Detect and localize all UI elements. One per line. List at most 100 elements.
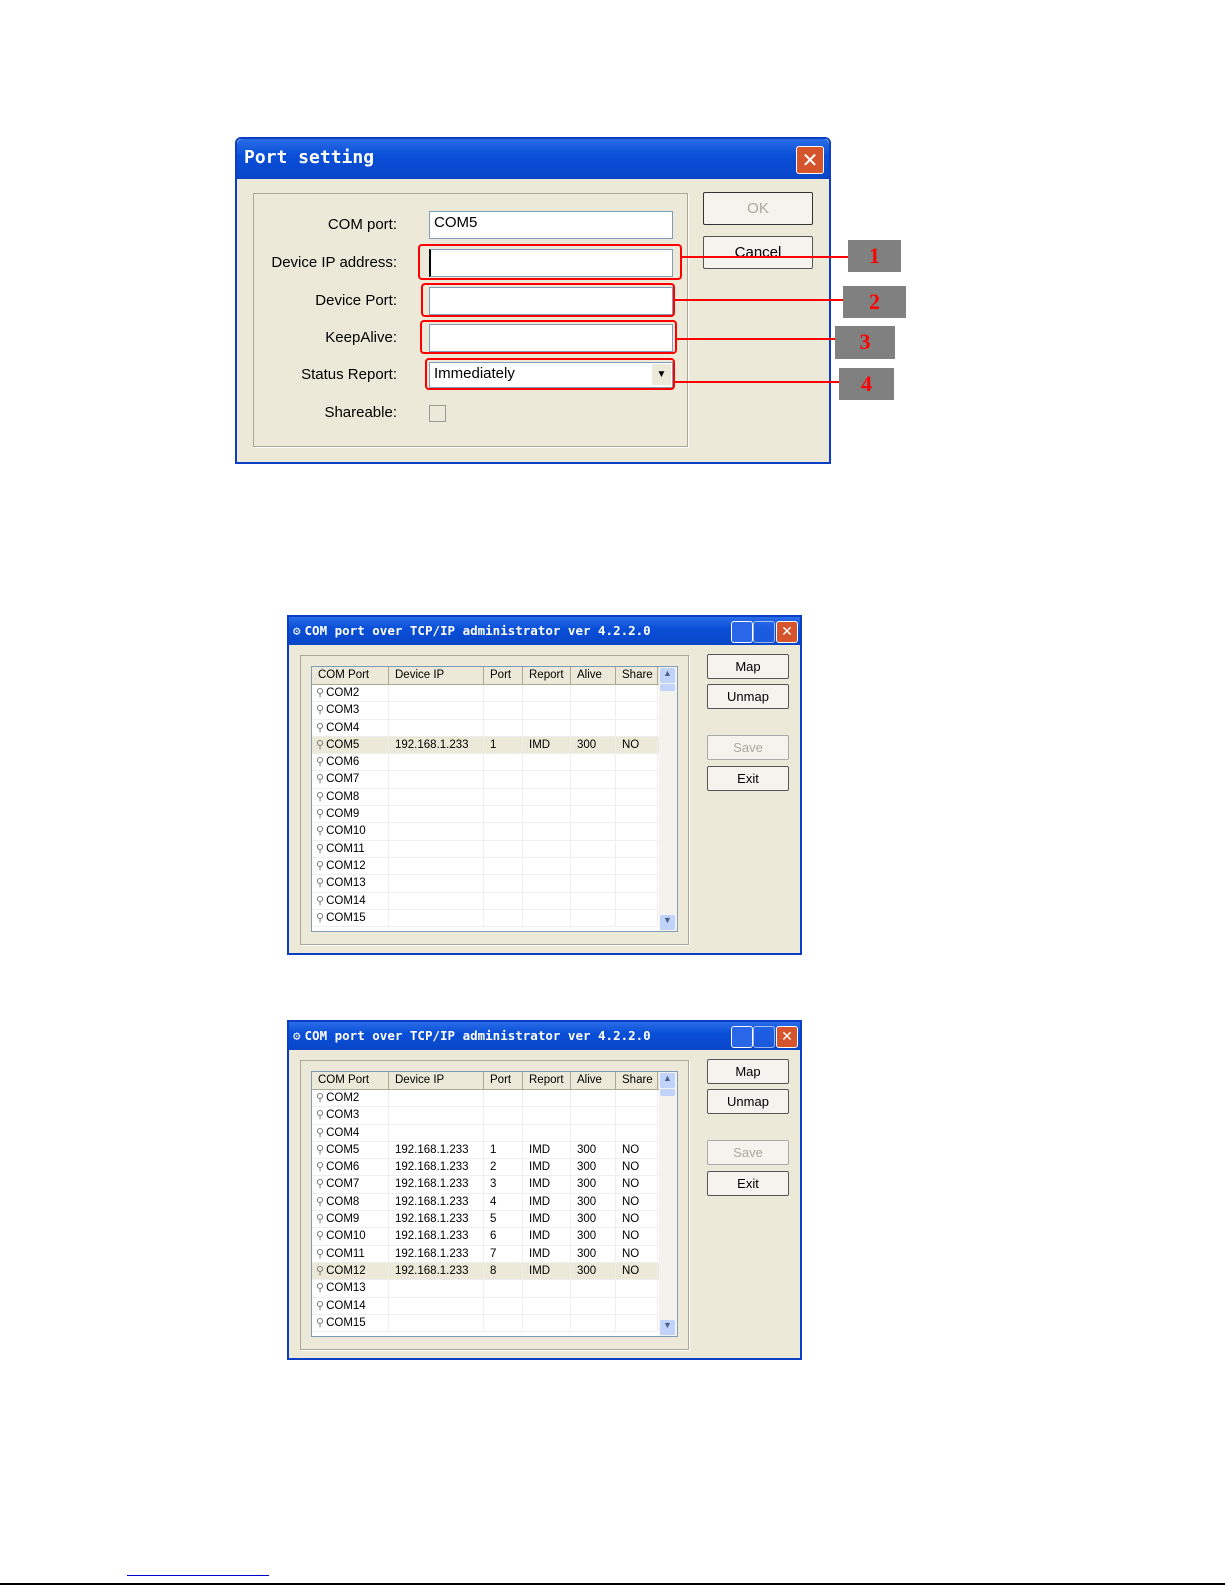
cell [571, 1280, 616, 1298]
table-row[interactable]: ⚲ COM9 [312, 806, 677, 824]
table-row[interactable]: ⚲ COM13 [312, 875, 677, 893]
table-row[interactable]: ⚲ COM5 192.168.1.233 1 IMD 300 NO [312, 736, 677, 755]
cell [616, 788, 658, 807]
column-header[interactable]: Alive [571, 667, 616, 684]
map-button[interactable]: Map [707, 1059, 789, 1084]
column-header[interactable]: Device IP [389, 667, 484, 684]
shareable-checkbox[interactable] [429, 405, 446, 422]
cell: NO [616, 1176, 658, 1194]
cell [616, 1280, 658, 1298]
column-header[interactable]: Port [484, 667, 523, 684]
table-row[interactable]: ⚲ COM9 192.168.1.233 5 IMD 300 NO [312, 1211, 677, 1229]
scrollbar[interactable]: ▲ ▼ [659, 1072, 677, 1336]
close-button[interactable]: ✕ [776, 1026, 798, 1048]
cell [389, 719, 484, 737]
column-header[interactable]: Device IP [389, 1072, 484, 1089]
table-row[interactable]: ⚲ COM10 [312, 823, 677, 841]
table-row[interactable]: ⚲ COM13 [312, 1280, 677, 1298]
save-button[interactable]: Save [707, 735, 789, 760]
cell: IMD [523, 1211, 571, 1229]
cell [616, 1090, 658, 1108]
cell: NO [616, 1245, 658, 1263]
map-button[interactable]: Map [707, 654, 789, 679]
column-header[interactable]: Share [616, 1072, 658, 1089]
column-header[interactable]: Share [616, 667, 658, 684]
table-row[interactable]: ⚲ COM2 [312, 1090, 677, 1108]
table-row[interactable]: ⚲ COM2 [312, 685, 677, 703]
cancel-button[interactable]: Cancel [703, 236, 813, 269]
status-report-select[interactable]: Immediately ▼ [429, 362, 673, 388]
column-header[interactable]: COM Port [312, 1072, 389, 1089]
table-row[interactable]: ⚲ COM3 [312, 1107, 677, 1125]
cell: ⚲ COM12 [312, 857, 389, 876]
serial-port-icon: ⚲ [316, 1316, 325, 1329]
table-row[interactable]: ⚲ COM6 192.168.1.233 2 IMD 300 NO [312, 1159, 677, 1177]
cell [389, 1107, 484, 1125]
cell: ⚲ COM14 [312, 892, 389, 910]
cell: ⚲ COM11 [312, 840, 389, 858]
device-ip-field[interactable] [429, 249, 673, 277]
close-button[interactable]: ✕ [776, 621, 798, 643]
cell [616, 875, 658, 893]
scroll-thumb[interactable] [660, 1089, 675, 1096]
cell [523, 788, 571, 807]
table-row[interactable]: ⚲ COM12 [312, 857, 677, 876]
table-row[interactable]: ⚲ COM11 [312, 840, 677, 858]
maximize-button[interactable] [753, 1026, 775, 1048]
column-header[interactable]: Alive [571, 1072, 616, 1089]
exit-button[interactable]: Exit [707, 1171, 789, 1196]
table-row[interactable]: ⚲ COM7 192.168.1.233 3 IMD 300 NO [312, 1176, 677, 1194]
device-port-field[interactable] [429, 287, 673, 315]
scroll-up-icon[interactable]: ▲ [660, 668, 675, 683]
highlight-port [421, 283, 675, 317]
table-row[interactable]: ⚲ COM8 192.168.1.233 4 IMD 300 NO [312, 1193, 677, 1212]
column-header[interactable]: Report [523, 1072, 571, 1089]
cell [484, 892, 523, 910]
table-row[interactable]: ⚲ COM4 [312, 1124, 677, 1142]
table-row[interactable]: ⚲ COM7 [312, 771, 677, 789]
table-row[interactable]: ⚲ COM4 [312, 719, 677, 737]
cell [389, 857, 484, 876]
scrollbar[interactable]: ▲ ▼ [659, 667, 677, 931]
keepalive-field[interactable] [429, 324, 673, 352]
table-row[interactable]: ⚲ COM10 192.168.1.233 6 IMD 300 NO [312, 1228, 677, 1246]
maximize-button[interactable] [753, 621, 775, 643]
table-row[interactable]: ⚲ COM14 [312, 1297, 677, 1315]
column-header[interactable]: Port [484, 1072, 523, 1089]
com-port-field[interactable]: COM5 [429, 211, 673, 239]
cell [616, 840, 658, 858]
cell [571, 840, 616, 858]
table-row[interactable]: ⚲ COM3 [312, 702, 677, 720]
serial-port-icon: ⚲ [316, 1195, 325, 1208]
unmap-button[interactable]: Unmap [707, 1089, 789, 1114]
footnote-link-rule [127, 1575, 269, 1576]
scroll-up-icon[interactable]: ▲ [660, 1073, 675, 1088]
table-row[interactable]: ⚲ COM12 192.168.1.233 8 IMD 300 NO [312, 1262, 677, 1281]
unmap-button[interactable]: Unmap [707, 684, 789, 709]
scroll-down-icon[interactable]: ▼ [660, 1320, 675, 1335]
chevron-down-icon[interactable]: ▼ [652, 364, 671, 385]
cell: ⚲ COM2 [312, 685, 389, 703]
cell [484, 685, 523, 703]
close-button[interactable]: ✕ [796, 146, 824, 174]
cell: 300 [571, 1159, 616, 1177]
minimize-button[interactable] [731, 1026, 753, 1048]
save-button[interactable]: Save [707, 1140, 789, 1165]
table-row[interactable]: ⚲ COM14 [312, 892, 677, 910]
minimize-button[interactable] [731, 621, 753, 643]
column-header[interactable]: Report [523, 667, 571, 684]
table-row[interactable]: ⚲ COM8 [312, 788, 677, 807]
serial-port-icon: ⚲ [316, 842, 325, 855]
column-header[interactable]: COM Port [312, 667, 389, 684]
table-row[interactable]: ⚲ COM11 192.168.1.233 7 IMD 300 NO [312, 1245, 677, 1263]
table-row[interactable]: ⚲ COM5 192.168.1.233 1 IMD 300 NO [312, 1141, 677, 1160]
table-row[interactable]: ⚲ COM6 [312, 754, 677, 772]
scroll-thumb[interactable] [660, 684, 675, 691]
exit-button[interactable]: Exit [707, 766, 789, 791]
scroll-down-icon[interactable]: ▼ [660, 915, 675, 930]
cell: 4 [484, 1193, 523, 1212]
cell: ⚲ COM3 [312, 702, 389, 720]
ok-button[interactable]: OK [703, 192, 813, 225]
table-row[interactable]: ⚲ COM15 [312, 909, 677, 928]
table-row[interactable]: ⚲ COM15 [312, 1314, 677, 1333]
